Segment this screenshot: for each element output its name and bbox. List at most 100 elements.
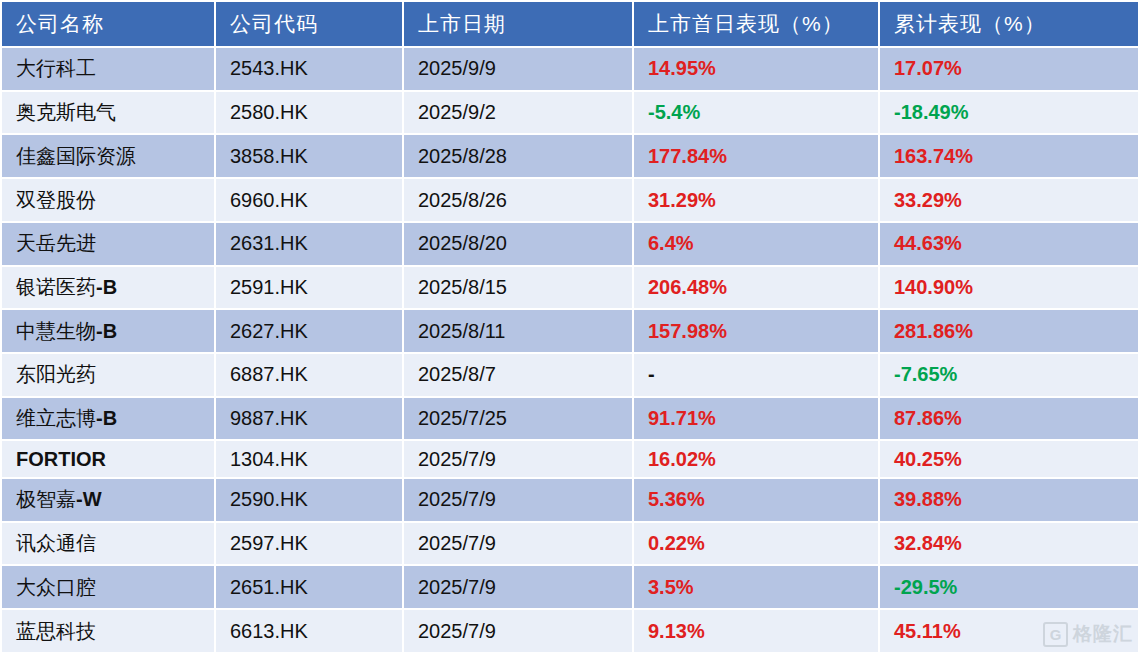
company-name-suffix: -B [96, 407, 117, 429]
cell-company-name: 讯众通信 [2, 523, 214, 565]
cell-company-name: 东阳光药 [2, 354, 214, 396]
cell-cumulative-performance: 17.07% [880, 48, 1138, 90]
company-name-text: 讯众通信 [16, 532, 96, 554]
cell-listing-date: 2025/7/9 [404, 441, 632, 477]
cell-company-name: 佳鑫国际资源 [2, 135, 214, 177]
table-row: 奥克斯电气 2580.HK 2025/9/2 -5.4% -18.49% [2, 92, 1138, 134]
table-row: FORTIOR 1304.HK 2025/7/9 16.02% 40.25% [2, 441, 1138, 477]
cell-company-name: 大行科工 [2, 48, 214, 90]
cell-listing-date: 2025/7/9 [404, 523, 632, 565]
cell-company-code: 2580.HK [216, 92, 402, 134]
cell-cumulative-performance: 33.29% [880, 179, 1138, 221]
header-row: 公司名称 公司代码 上市日期 上市首日表现（%） 累计表现（%） [2, 2, 1138, 46]
cell-first-day-performance: 16.02% [634, 441, 878, 477]
cell-first-day-performance: 157.98% [634, 310, 878, 352]
cell-company-code: 9887.HK [216, 398, 402, 440]
table-row: 中慧生物-B 2627.HK 2025/8/11 157.98% 281.86% [2, 310, 1138, 352]
company-name-text: 双登股份 [16, 189, 96, 211]
cell-company-name: 维立志博-B [2, 398, 214, 440]
cell-company-name: 双登股份 [2, 179, 214, 221]
gelonghui-watermark-text: 格隆汇 [1073, 621, 1133, 647]
company-name-suffix: -B [96, 276, 117, 298]
cell-first-day-performance: 177.84% [634, 135, 878, 177]
cell-cumulative-performance: -7.65% [880, 354, 1138, 396]
cell-first-day-performance: 31.29% [634, 179, 878, 221]
cell-listing-date: 2025/8/20 [404, 223, 632, 265]
cell-first-day-performance: 3.5% [634, 566, 878, 608]
table-row: 天岳先进 2631.HK 2025/8/20 6.4% 44.63% [2, 223, 1138, 265]
cell-company-name: 天岳先进 [2, 223, 214, 265]
table-row: 大行科工 2543.HK 2025/9/9 14.95% 17.07% [2, 48, 1138, 90]
company-name-text: 奥克斯电气 [16, 101, 116, 123]
cell-company-name: 蓝思科技 [2, 610, 214, 652]
cell-company-code: 2597.HK [216, 523, 402, 565]
cell-company-code: 2591.HK [216, 267, 402, 309]
cell-company-code: 2543.HK [216, 48, 402, 90]
cell-company-code: 6887.HK [216, 354, 402, 396]
cell-cumulative-performance: 32.84% [880, 523, 1138, 565]
table-row: 极智嘉-W 2590.HK 2025/7/9 5.36% 39.88% [2, 479, 1138, 521]
cell-company-code: 2631.HK [216, 223, 402, 265]
cell-company-name: 奥克斯电气 [2, 92, 214, 134]
cell-first-day-performance: 14.95% [634, 48, 878, 90]
table-row: 双登股份 6960.HK 2025/8/26 31.29% 33.29% [2, 179, 1138, 221]
cell-company-code: 1304.HK [216, 441, 402, 477]
cell-company-code: 2590.HK [216, 479, 402, 521]
cell-cumulative-performance: -18.49% [880, 92, 1138, 134]
cell-company-name: FORTIOR [2, 441, 214, 477]
cell-company-code: 6613.HK [216, 610, 402, 652]
company-name-text: 维立志博 [16, 407, 96, 429]
col-header-company-name: 公司名称 [2, 2, 214, 46]
company-name-text: 天岳先进 [16, 232, 96, 254]
cell-cumulative-performance: 163.74% [880, 135, 1138, 177]
company-name-suffix: -B [96, 320, 117, 342]
company-name-text: 极智嘉 [16, 488, 76, 510]
table-body: 大行科工 2543.HK 2025/9/9 14.95% 17.07% 奥克斯电… [2, 48, 1138, 652]
table-row: 银诺医药-B 2591.HK 2025/8/15 206.48% 140.90% [2, 267, 1138, 309]
cell-first-day-performance: 91.71% [634, 398, 878, 440]
company-name-text: 中慧生物 [16, 320, 96, 342]
company-name-text: 银诺医药 [16, 276, 96, 298]
company-name-text: 东阳光药 [16, 363, 96, 385]
cell-cumulative-performance: 44.63% [880, 223, 1138, 265]
col-header-company-code: 公司代码 [216, 2, 402, 46]
col-header-cumulative-performance: 累计表现（%） [880, 2, 1138, 46]
col-header-first-day-performance: 上市首日表现（%） [634, 2, 878, 46]
table-row: 大众口腔 2651.HK 2025/7/9 3.5% -29.5% [2, 566, 1138, 608]
table-row: 讯众通信 2597.HK 2025/7/9 0.22% 32.84% [2, 523, 1138, 565]
cell-listing-date: 2025/9/9 [404, 48, 632, 90]
cell-listing-date: 2025/8/28 [404, 135, 632, 177]
company-name-text: 佳鑫国际资源 [16, 145, 136, 167]
cell-listing-date: 2025/8/7 [404, 354, 632, 396]
cell-company-code: 2651.HK [216, 566, 402, 608]
cell-first-day-performance: 0.22% [634, 523, 878, 565]
cell-first-day-performance: 9.13% [634, 610, 878, 652]
gelonghui-logo-icon: G [1043, 622, 1068, 647]
cell-cumulative-performance: 87.86% [880, 398, 1138, 440]
cell-first-day-performance: 206.48% [634, 267, 878, 309]
cell-listing-date: 2025/7/9 [404, 610, 632, 652]
cell-listing-date: 2025/7/9 [404, 479, 632, 521]
cell-cumulative-performance: 40.25% [880, 441, 1138, 477]
company-name-text: 大行科工 [16, 57, 96, 79]
cell-listing-date: 2025/8/15 [404, 267, 632, 309]
ipo-performance-table: 公司名称 公司代码 上市日期 上市首日表现（%） 累计表现（%） 大行科工 25… [0, 0, 1140, 654]
cell-first-day-performance: 6.4% [634, 223, 878, 265]
cell-company-name: 中慧生物-B [2, 310, 214, 352]
table-row: 东阳光药 6887.HK 2025/8/7 - -7.65% [2, 354, 1138, 396]
cell-first-day-performance: -5.4% [634, 92, 878, 134]
cell-company-code: 6960.HK [216, 179, 402, 221]
company-name-suffix: FORTIOR [16, 448, 106, 470]
cell-cumulative-performance: 39.88% [880, 479, 1138, 521]
cell-first-day-performance: 5.36% [634, 479, 878, 521]
table-row: 维立志博-B 9887.HK 2025/7/25 91.71% 87.86% [2, 398, 1138, 440]
table-row: 蓝思科技 6613.HK 2025/7/9 9.13% 45.11% [2, 610, 1138, 652]
gelonghui-watermark: G 格隆汇 [1043, 621, 1133, 647]
cell-company-name: 极智嘉-W [2, 479, 214, 521]
cell-listing-date: 2025/9/2 [404, 92, 632, 134]
company-name-suffix: -W [76, 488, 102, 510]
company-name-text: 大众口腔 [16, 576, 96, 598]
cell-company-name: 银诺医药-B [2, 267, 214, 309]
cell-listing-date: 2025/8/11 [404, 310, 632, 352]
cell-first-day-performance: - [634, 354, 878, 396]
